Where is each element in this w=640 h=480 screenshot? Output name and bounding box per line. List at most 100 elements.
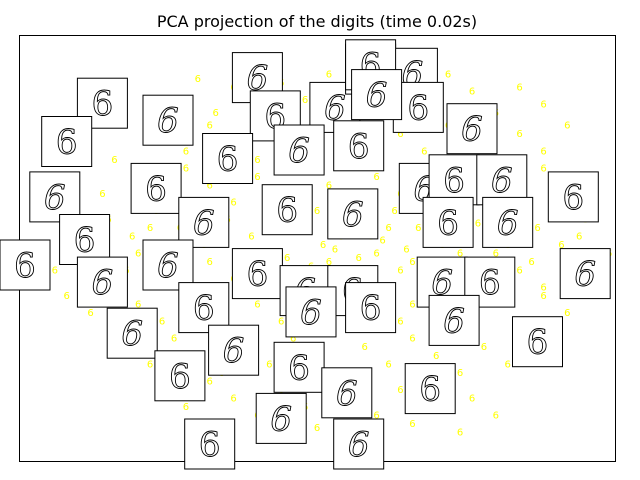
thumbnail-frame [142, 94, 194, 146]
thumbnail-frame [333, 418, 385, 470]
thumbnail-frame [428, 294, 480, 346]
digit-thumbnail-9: 6 [446, 103, 498, 155]
data-point-88: 6 [373, 249, 379, 260]
thumbnail-digit-glyph: 6 [247, 255, 269, 295]
data-point-172: 6 [409, 257, 415, 268]
thumbnail-frame [0, 239, 51, 291]
thumbnail-digit-glyph: 6 [217, 140, 239, 180]
thumbnail-frame [512, 316, 563, 368]
thumbnail-digit-glyph: 6 [92, 84, 114, 124]
thumbnail-frame [29, 171, 81, 223]
thumbnail-frame [106, 307, 158, 359]
thumbnail-frame [273, 341, 325, 393]
thumbnail-frame [559, 248, 611, 300]
data-point-133: 6 [433, 351, 439, 362]
data-point-126: 6 [266, 359, 272, 370]
thumbnail-frame [476, 154, 528, 206]
digit-thumbnail-45: 6 [255, 392, 307, 444]
thumbnail-digit-glyph: 6 [169, 357, 191, 397]
digit-thumbnail-17: 6 [29, 171, 81, 223]
thumbnail-frame [178, 282, 230, 334]
digit-thumbnail-22: 6 [422, 196, 474, 248]
data-point-81: 6 [207, 257, 213, 268]
thumbnail-frame [142, 239, 194, 291]
data-point-135: 6 [481, 342, 487, 353]
data-point-102: 6 [159, 317, 165, 328]
data-point-99: 6 [87, 308, 93, 319]
data-point-174: 6 [457, 249, 463, 260]
thumbnail-digit-glyph: 6 [270, 399, 292, 439]
data-point-6: 6 [302, 95, 308, 106]
digit-thumbnail-42: 6 [273, 341, 325, 393]
digit-thumbnail-39: 6 [106, 307, 158, 359]
data-point-21: 6 [254, 155, 260, 166]
thumbnail-digit-glyph: 6 [324, 88, 346, 128]
thumbnail-frame [547, 171, 599, 223]
data-point-32: 6 [516, 129, 522, 140]
digit-thumbnail-31: 6 [559, 248, 611, 300]
data-point-43: 6 [326, 180, 332, 191]
digit-thumbnail-34: 6 [178, 282, 230, 334]
data-point-141: 6 [230, 393, 236, 404]
data-point-122: 6 [171, 334, 177, 345]
digit-thumbnail-32: 6 [0, 239, 51, 291]
data-point-171: 6 [385, 223, 391, 234]
digit-thumbnail-44: 6 [404, 363, 456, 415]
thumbnail-digit-glyph: 6 [300, 293, 322, 333]
data-point-152: 6 [493, 410, 499, 421]
digit-thumbnail-23: 6 [482, 196, 534, 248]
thumbnail-digit-glyph: 6 [491, 161, 513, 201]
data-point-7: 6 [326, 70, 332, 81]
thumbnail-frame [321, 367, 373, 419]
data-point-160: 6 [99, 189, 105, 200]
thumbnail-digit-glyph: 6 [157, 101, 179, 141]
data-point-37: 6 [183, 163, 189, 174]
digit-thumbnail-37: 6 [428, 294, 480, 346]
thumbnail-digit-glyph: 6 [562, 178, 584, 218]
digit-thumbnail-35: 6 [285, 286, 337, 338]
data-point-12: 6 [445, 70, 451, 81]
data-point-147: 6 [373, 410, 379, 421]
digit-thumbnail-21: 6 [327, 188, 379, 240]
digit-thumbnail-38: 6 [512, 316, 563, 368]
thumbnail-frame [422, 196, 474, 248]
digit-thumbnail-0: 6 [76, 77, 128, 129]
thumbnail-frame [482, 196, 534, 248]
digit-thumbnail-16: 6 [547, 171, 599, 223]
thumbnail-digit-glyph: 6 [247, 59, 269, 99]
thumbnail-digit-glyph: 6 [348, 425, 370, 465]
thumbnail-digit-glyph: 6 [407, 88, 429, 128]
thumbnail-frame [154, 350, 206, 402]
data-point-155: 6 [314, 423, 320, 434]
thumbnail-frame [285, 286, 337, 338]
digit-thumbnail-11: 6 [273, 124, 325, 176]
digit-thumbnail-41: 6 [208, 324, 260, 376]
data-point-118: 6 [540, 291, 546, 302]
data-point-40: 6 [254, 172, 260, 183]
data-point-28: 6 [421, 146, 427, 157]
data-point-74: 6 [558, 240, 564, 251]
thumbnail-frame [255, 392, 307, 444]
digit-thumbnail-30: 6 [464, 256, 516, 308]
digit-thumbnail-33: 6 [76, 256, 128, 308]
data-point-27: 6 [397, 129, 403, 140]
thumbnail-digit-glyph: 6 [366, 76, 388, 116]
digit-thumbnail-1: 6 [142, 94, 194, 146]
data-point-52: 6 [540, 163, 546, 174]
digit-thumbnail-40: 6 [154, 350, 206, 402]
thumbnail-frame [231, 248, 283, 300]
data-point-13: 6 [469, 87, 475, 98]
digit-thumbnail-15: 6 [476, 154, 528, 206]
data-point-191: 6 [409, 300, 415, 311]
digit-thumbnail-19: 6 [178, 196, 230, 248]
data-point-86: 6 [326, 257, 332, 268]
data-point-93: 6 [493, 249, 499, 260]
data-point-33: 6 [540, 146, 546, 157]
digit-thumbnail-12: 6 [333, 120, 385, 172]
thumbnail-digit-glyph: 6 [14, 246, 36, 286]
data-point-200: 6 [379, 236, 385, 247]
digit-thumbnail-2: 6 [41, 116, 93, 167]
data-point-196: 6 [284, 253, 290, 264]
digit-thumbnail-24: 6 [59, 214, 111, 265]
